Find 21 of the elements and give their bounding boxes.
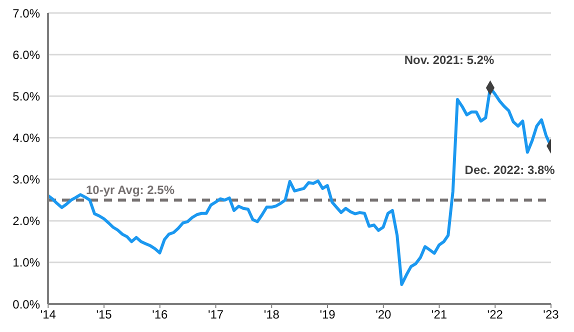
y-tick-label: 6.0% (12, 48, 40, 62)
y-tick-label: 1.0% (12, 256, 40, 270)
x-tick-label: '23 (543, 308, 560, 322)
annotation: Dec. 2022: 3.8% (464, 163, 556, 178)
y-tick-label: 2.0% (12, 214, 40, 228)
y-tick-label: 4.0% (12, 130, 40, 145)
x-tick-label: '21 (431, 308, 448, 322)
x-tick-label: '18 (264, 308, 280, 322)
annotation: Nov. 2021: 5.2% (404, 52, 495, 67)
y-tick-label: 3.0% (12, 172, 40, 187)
y-tick-label: 5.0% (12, 89, 40, 104)
x-tick-label: '22 (487, 308, 504, 322)
x-tick-label: '17 (208, 308, 224, 322)
x-tick-label: '19 (320, 308, 336, 322)
y-tick-label: 0.0% (12, 297, 40, 312)
x-tick-label: '20 (376, 308, 392, 322)
x-tick-label: '15 (96, 308, 112, 322)
y-tick-label: 7.0% (12, 6, 40, 20)
ref-line-label: 10-yr Avg: 2.5% (86, 183, 175, 198)
x-tick-label: '14 (40, 308, 56, 322)
x-tick-label: '16 (152, 308, 168, 322)
